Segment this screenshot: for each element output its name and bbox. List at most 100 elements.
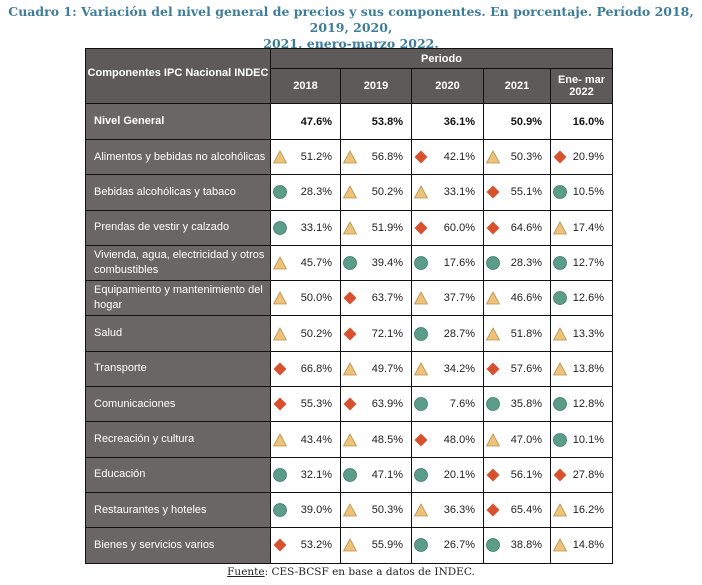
value-cell: 48.5% — [340, 421, 412, 458]
row-label: Educación — [85, 456, 271, 493]
value-cell: 16.0% — [550, 103, 613, 140]
circle-icon — [553, 432, 567, 447]
value-cell: 28.3% — [270, 174, 341, 211]
triangle-icon — [486, 150, 500, 164]
value-cell: 13.8% — [550, 350, 613, 388]
value-text: 55.9% — [371, 539, 403, 552]
value-text: 63.7% — [371, 292, 403, 305]
value-cell: 53.2% — [270, 527, 341, 564]
value-text: 14.8% — [572, 539, 604, 552]
diamond-icon — [343, 327, 357, 341]
row-label: Nivel General — [85, 103, 271, 140]
value-text: 13.8% — [572, 362, 604, 375]
value-text: 34.2% — [443, 362, 475, 375]
triangle-icon — [273, 326, 287, 341]
value-text: 33.1% — [443, 186, 475, 199]
value-cell: 20.1% — [411, 456, 484, 493]
caption-line-1: Cuadro 1: Variación del nivel general de… — [8, 4, 694, 35]
row-label: Recreación y cultura — [85, 421, 271, 458]
value-text: 57.6% — [510, 362, 542, 375]
circle-icon — [273, 503, 287, 518]
period-header: Periodo — [270, 48, 613, 69]
value-cell: 53.8% — [340, 103, 412, 140]
value-text: 13.3% — [572, 327, 604, 340]
table-row: Bebidas alcohólicas y tabaco 28.3% 50.2% 33… — [85, 174, 613, 211]
value-text: 10.1% — [572, 433, 604, 446]
value-cell: 51.8% — [483, 315, 551, 352]
table-row: Prendas de vestir y calzado 33.1% 51.9% 60.… — [85, 209, 613, 246]
value-cell: 34.2% — [411, 350, 484, 388]
value-text: 12.6% — [572, 292, 604, 305]
value-text: 50.0% — [300, 292, 332, 305]
row-label: Prendas de vestir y calzado — [85, 209, 271, 246]
triangle-icon — [553, 326, 567, 341]
value-cell: 49.7% — [340, 350, 412, 388]
value-text: 27.8% — [572, 468, 604, 481]
table-row: Equipamiento y mantenimiento del hogar 50… — [85, 280, 613, 317]
circle-icon — [486, 397, 500, 412]
table-row: Transporte 66.8% 49.7% 34.2% 57.6% 13.8% — [85, 350, 613, 388]
value-cell: 14.8% — [550, 527, 613, 564]
ipc-table: Componentes IPC Nacional INDEC Periodo 2… — [85, 48, 613, 564]
row-label: Bebidas alcohólicas y tabaco — [85, 174, 271, 211]
value-cell: 64.6% — [483, 209, 551, 246]
value-cell: 50.3% — [483, 138, 551, 176]
value-text: 12.7% — [572, 257, 604, 270]
triangle-icon — [553, 538, 567, 552]
triangle-icon — [273, 150, 287, 164]
value-text: 55.3% — [300, 398, 332, 411]
value-text: 36.3% — [443, 504, 475, 517]
value-text: 43.4% — [300, 433, 332, 446]
circle-icon — [414, 397, 428, 412]
value-cell: 50.0% — [270, 280, 341, 317]
circle-icon — [414, 467, 428, 482]
diamond-icon — [414, 221, 428, 235]
value-text: 47.1% — [371, 468, 403, 481]
value-cell: 36.3% — [411, 491, 484, 529]
table-row: Educación 32.1% 47.1% 20.1% 56.1% 27.8% — [85, 456, 613, 493]
triangle-icon — [343, 150, 357, 164]
row-label: Vivienda, agua, electricidad y otros com… — [85, 244, 271, 282]
diamond-icon — [414, 150, 428, 164]
year-header: 2020 — [411, 68, 484, 104]
value-cell: 27.8% — [550, 456, 613, 493]
circle-icon — [553, 256, 567, 270]
value-text: 64.6% — [510, 221, 542, 234]
row-label: Transporte — [85, 350, 271, 388]
value-cell: 32.1% — [270, 456, 341, 493]
value-text: 28.7% — [443, 327, 475, 340]
value-text: 20.1% — [443, 468, 475, 481]
value-cell: 50.9% — [483, 103, 551, 140]
triangle-icon — [486, 326, 500, 341]
value-text: 63.9% — [371, 398, 403, 411]
header-line: 2022 — [569, 86, 594, 98]
row-label: Alimentos y bebidas no alcohólicas — [85, 138, 271, 176]
value-text: 48.0% — [443, 433, 475, 446]
value-cell: 46.6% — [483, 280, 551, 317]
circle-icon — [273, 220, 287, 235]
value-cell: 50.2% — [270, 315, 341, 352]
value-text: 60.0% — [443, 221, 475, 234]
value-text: 17.6% — [443, 257, 475, 270]
value-cell: 26.7% — [411, 527, 484, 564]
value-text: 50.3% — [371, 504, 403, 517]
value-text: 28.3% — [510, 257, 542, 270]
triangle-icon — [414, 291, 428, 305]
value-cell: 36.1% — [411, 103, 484, 140]
circle-icon — [343, 256, 357, 270]
triangle-icon — [273, 256, 287, 270]
circle-icon — [414, 326, 428, 341]
value-cell: 57.6% — [483, 350, 551, 388]
value-cell: 72.1% — [340, 315, 412, 352]
value-text: 65.4% — [510, 504, 542, 517]
diamond-icon — [486, 362, 500, 376]
source-note: Fuente: CES-BCSF en base a datos de INDE… — [0, 566, 702, 578]
value-text: 26.7% — [443, 539, 475, 552]
value-cell: 10.1% — [550, 421, 613, 458]
triangle-icon — [343, 432, 357, 446]
diamond-icon — [486, 503, 500, 517]
value-cell: 50.3% — [340, 491, 412, 529]
value-cell: 12.8% — [550, 386, 613, 423]
nivel-general-row: Nivel General 47.6% 53.8% 36.1% 50.9% 16… — [85, 103, 613, 140]
value-text: 32.1% — [300, 468, 332, 481]
